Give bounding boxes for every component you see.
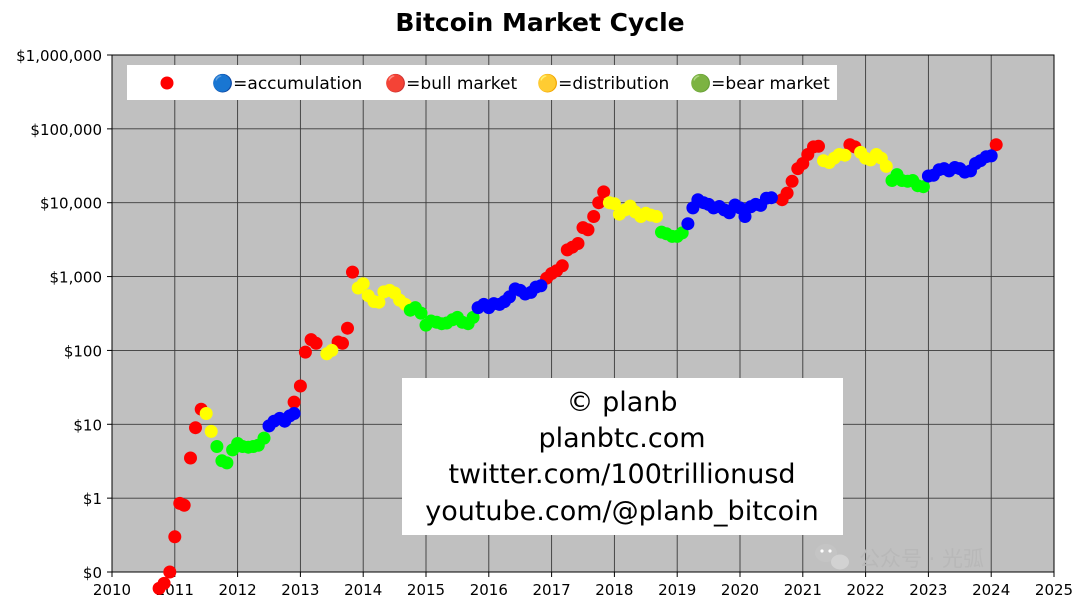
data-points <box>152 138 1003 595</box>
bear-point-9 <box>257 431 271 445</box>
wechat-icon <box>815 544 849 570</box>
x-tick-label-2021: 2021 <box>784 581 822 599</box>
legend-accumulation: 🔵=accumulation <box>212 73 362 94</box>
watermark-text: 公众号 · 光弧 <box>859 547 984 571</box>
bull-point-21 <box>555 259 569 273</box>
distribution-point-5 <box>356 277 370 291</box>
distribution-point-28 <box>838 148 852 162</box>
watermark: 公众号 · 光弧 <box>815 544 984 571</box>
x-tick-label-2012: 2012 <box>219 581 257 599</box>
bear-point-22 <box>466 310 480 324</box>
x-tick-label-2013: 2013 <box>281 581 319 599</box>
y-tick-label-1: $1 <box>83 490 102 508</box>
y-tick-label-6: $100,000 <box>30 121 102 139</box>
x-tick-label-2025: 2025 <box>1035 581 1073 599</box>
bull-point-16 <box>341 321 354 335</box>
legend: 🔵=accumulation 🔴=bull market 🟡=distribut… <box>127 65 837 100</box>
x-tick-label-2023: 2023 <box>909 581 947 599</box>
bull-point-5 <box>177 498 191 512</box>
bull-point-11 <box>298 345 312 359</box>
accumulation-point-30 <box>738 210 752 223</box>
x-tick-label-2018: 2018 <box>595 581 633 599</box>
credit-annotation: © planb planbtc.com twitter.com/100trill… <box>402 378 843 535</box>
bull-point-28 <box>592 196 606 210</box>
distribution-point-3 <box>325 343 339 357</box>
accumulation-point-19 <box>681 217 695 231</box>
credit-youtube: youtube.com/@planb_bitcoin <box>425 496 819 527</box>
bull-point-31 <box>780 186 794 200</box>
credit-box <box>402 378 843 535</box>
bull-point-15 <box>336 336 349 350</box>
bull-point-32 <box>785 174 799 188</box>
credit-twitter: twitter.com/100trillionusd <box>448 459 795 490</box>
distribution-point-0 <box>199 407 213 420</box>
accumulation-point-48 <box>984 149 998 163</box>
x-tick-label-2015: 2015 <box>407 581 445 599</box>
y-tick-label-4: $1,000 <box>50 269 103 287</box>
distribution-point-23 <box>650 210 663 223</box>
legend-marker <box>160 76 174 90</box>
y-tick-label-7: $1,000,000 <box>16 47 102 65</box>
distribution-point-15 <box>607 197 621 211</box>
axes: 2010 2011 2012 2013 2014 2015 2016 2017 2018 2019… <box>16 47 1073 599</box>
bull-point-1 <box>157 576 171 590</box>
bull-point-13 <box>309 336 323 350</box>
x-tick-label-2016: 2016 <box>470 581 508 599</box>
legend-bear-market: 🟢=bear market <box>690 73 830 94</box>
accumulation-point-18 <box>534 279 548 293</box>
bull-point-6 <box>184 451 197 465</box>
distribution-point-34 <box>879 159 893 173</box>
legend-box <box>127 65 837 100</box>
bull-point-3 <box>168 530 182 544</box>
legend-distribution: 🟡=distribution <box>537 73 669 94</box>
bull-point-37 <box>812 139 825 153</box>
plot-frame <box>111 54 1055 573</box>
bull-point-29 <box>597 185 611 199</box>
bull-point-10 <box>293 379 307 393</box>
bull-point-40 <box>989 138 1003 152</box>
x-tick-label-2014: 2014 <box>344 581 382 599</box>
y-tick-label-3: $100 <box>64 342 102 360</box>
bull-point-26 <box>581 223 595 237</box>
x-tick-label-2019: 2019 <box>658 581 696 599</box>
distribution-point-8 <box>372 295 386 309</box>
bear-point-34 <box>916 180 930 194</box>
y-tick-label-0: $0 <box>83 564 102 582</box>
credit-author: © planb <box>566 387 677 418</box>
x-tick-label-2022: 2022 <box>847 581 885 599</box>
accumulation-point-5 <box>287 407 301 420</box>
x-tick-label-2024: 2024 <box>972 581 1010 599</box>
bear-point-0 <box>210 440 224 453</box>
credit-website: planbtc.com <box>538 423 705 454</box>
bear-point-2 <box>220 456 234 470</box>
bull-point-27 <box>587 210 601 223</box>
accumulation-point-35 <box>764 191 778 205</box>
bull-point-24 <box>571 237 585 250</box>
legend-bull-market: 🔴=bull market <box>385 73 517 94</box>
chart-title: Bitcoin Market Cycle <box>395 8 684 37</box>
bull-point-2 <box>163 565 177 579</box>
x-tick-label-2010: 2010 <box>93 581 131 599</box>
bull-point-7 <box>189 421 202 435</box>
y-tick-label-2: $10 <box>73 416 102 434</box>
distribution-point-1 <box>204 424 218 438</box>
bear-point-12 <box>414 306 428 320</box>
bull-point-9 <box>287 395 301 409</box>
x-tick-label-2017: 2017 <box>533 581 571 599</box>
x-tick-label-2020: 2020 <box>721 581 759 599</box>
y-tick-label-5: $10,000 <box>40 195 102 213</box>
bull-point-17 <box>346 265 359 279</box>
